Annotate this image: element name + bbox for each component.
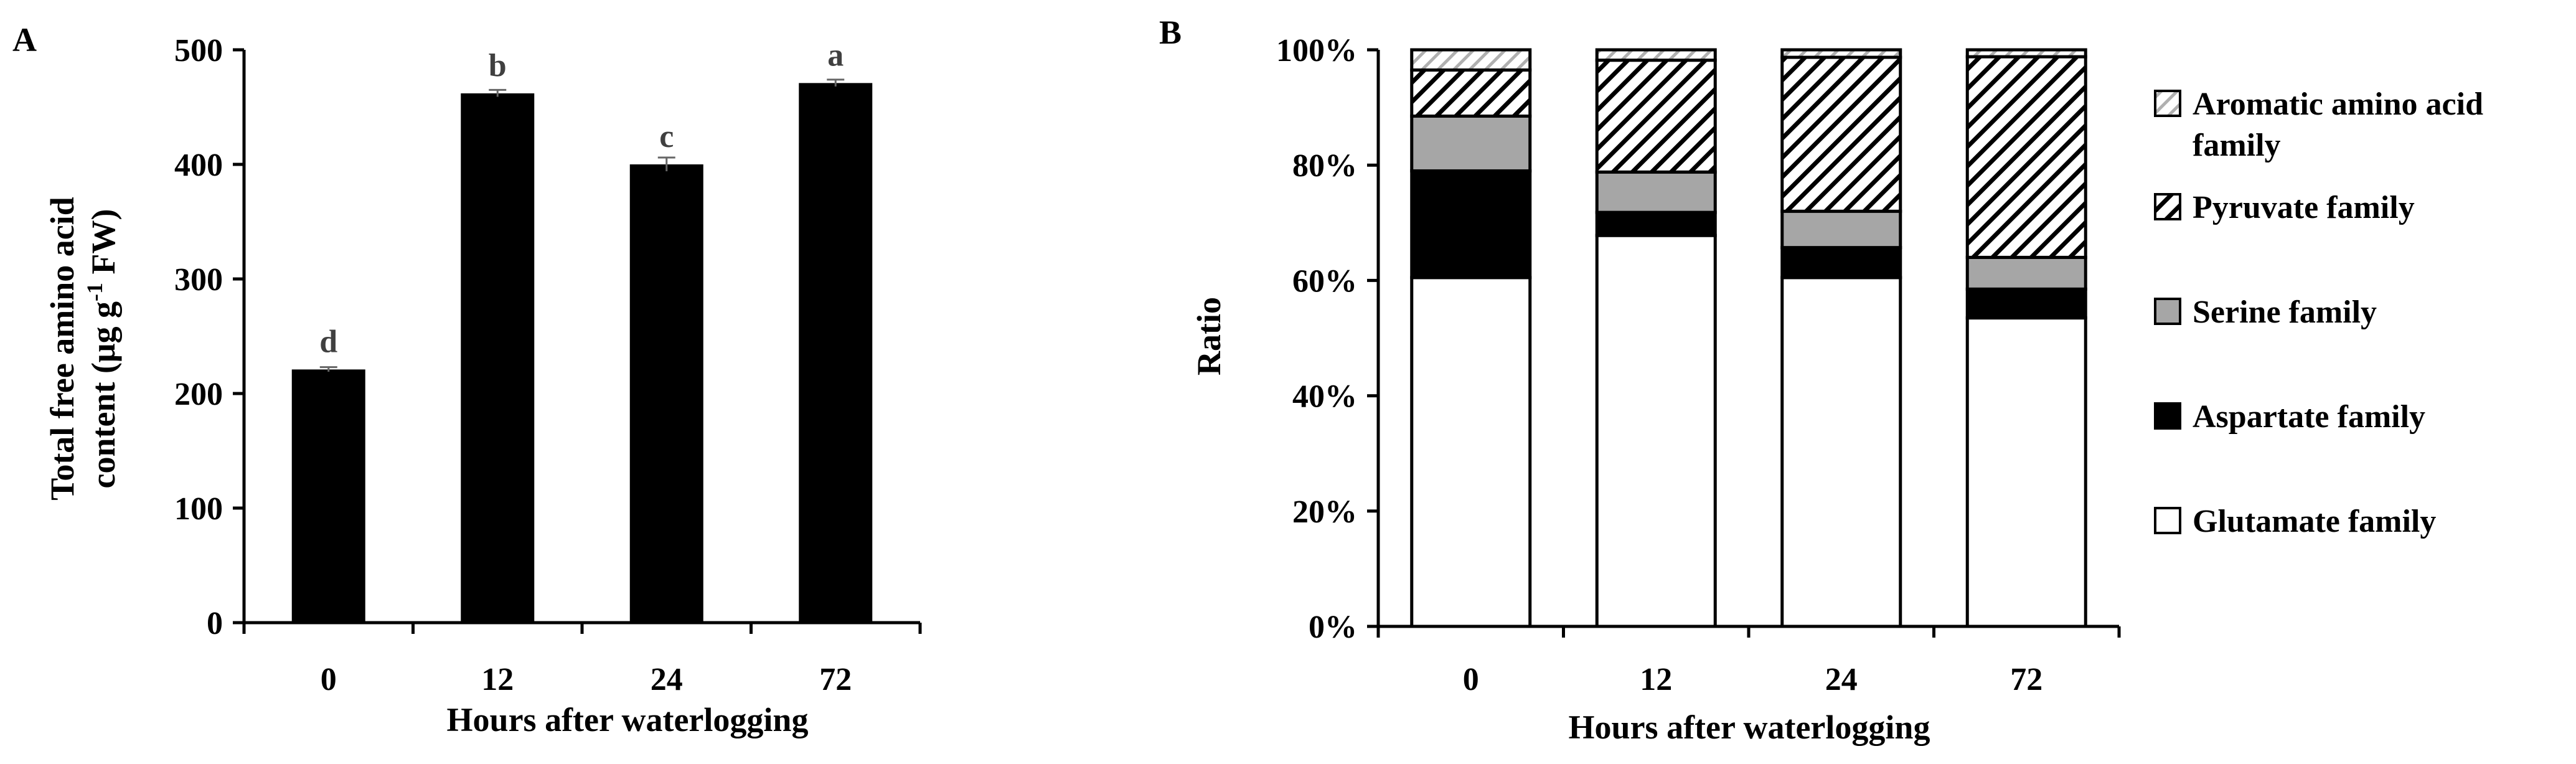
- panel-b-segment-aspartate-family: [1965, 287, 2087, 320]
- panel-b-y-tick-label: 100%: [1276, 33, 1357, 68]
- panel-b-y-axis-label: Ratio: [1190, 297, 1228, 375]
- legend-swatch: [2154, 193, 2181, 220]
- panel-b-segment-glutamate-family: [1410, 276, 1532, 628]
- panel-b-x-tick-label: 72: [2010, 662, 2042, 697]
- legend-swatch: [2154, 298, 2181, 325]
- panel-a-significance-label: d: [319, 324, 337, 359]
- panel-a-y-axis-label-line2: content (μg g-1 FW): [82, 209, 122, 488]
- panel-b-segment-serine-family: [1965, 255, 2087, 291]
- panel-a-bar: [799, 83, 873, 623]
- legend-label: Aromatic amino acid: [2193, 87, 2483, 122]
- panel-a-significance-label: c: [659, 119, 674, 154]
- panel-a-y-axis-label: Total free amino acid content (μg g-1 FW…: [44, 197, 122, 500]
- panel-a-y-tick-label: 100: [174, 491, 223, 527]
- legend-swatch: [2154, 507, 2181, 534]
- panel-b-segment-glutamate-family: [1595, 233, 1717, 628]
- panel-b-segment-aspartate-family: [1780, 246, 1902, 280]
- panel-b-y-tick-label: 60%: [1292, 263, 1357, 299]
- panel-b-segment-aspartate-family: [1595, 210, 1717, 237]
- panel-a-x-axis-label: Hours after waterlogging: [447, 701, 809, 738]
- panel-b-x-tick-label: 24: [1825, 662, 1858, 697]
- panel-b-x-tick-label: 0: [1463, 662, 1479, 697]
- panel-a-y-tick-label: 400: [174, 148, 223, 183]
- panel-a-bar: [291, 369, 365, 623]
- panel-b-y-tick-label: 20%: [1292, 494, 1357, 530]
- legend-label: Glutamate family: [2193, 504, 2436, 539]
- legend-label: Aspartate family: [2193, 399, 2425, 435]
- panel-b-segment-pyruvate-family: [1780, 55, 1902, 213]
- panel-a-y-tick-label: 500: [174, 33, 223, 68]
- panel-b-y-tick-label: 80%: [1292, 148, 1357, 184]
- panel-b-segment-aspartate-family: [1410, 169, 1532, 280]
- panel-a-x-tick-label: 24: [651, 662, 683, 697]
- legend-label-continued: family: [2193, 128, 2281, 163]
- panel-b-segment-serine-family: [1780, 209, 1902, 250]
- panel-b-segment-aromatic-amino-acid-family: [1780, 48, 1902, 59]
- legend-swatch: [2154, 402, 2181, 430]
- legend-label: Serine family: [2193, 295, 2377, 330]
- panel-b-y-tick-label: 40%: [1292, 379, 1357, 415]
- panel-a-x-tick-label: 12: [481, 662, 514, 697]
- panel-a-y-tick-label: 300: [174, 262, 223, 298]
- panel-b-segment-pyruvate-family: [1965, 55, 2087, 259]
- panel-label-b: B: [1159, 14, 1182, 51]
- panel-a-bar: [629, 164, 703, 623]
- panel-b-segment-serine-family: [1595, 170, 1717, 214]
- panel-a-bar: [461, 93, 535, 623]
- panel-a-x-tick-label: 72: [819, 662, 852, 697]
- panel-b-stacked-bar-chart: 0% 20% 40% 60% 80% 100% 0 12 24 72: [1276, 33, 2121, 697]
- legend-swatch: [2154, 90, 2181, 117]
- panel-b-segment-glutamate-family: [1965, 316, 2087, 628]
- panel-b-segment-aromatic-amino-acid-family: [1965, 48, 2087, 59]
- panel-a-y-axis-label-line1: Total free amino acid: [44, 197, 81, 500]
- panel-a-significance-label: b: [489, 48, 507, 83]
- panel-b-legend: Aromatic amino acid family Pyruvate family…: [2154, 87, 2483, 539]
- legend-label: Pyruvate family: [2193, 190, 2415, 225]
- panel-b-segment-aromatic-amino-acid-family: [1410, 48, 1532, 72]
- panel-b-x-axis-label: Hours after waterlogging: [1569, 709, 1930, 746]
- panel-b-segment-pyruvate-family: [1410, 68, 1532, 118]
- panel-b-segment-aromatic-amino-acid-family: [1595, 48, 1717, 62]
- panel-b-segment-pyruvate-family: [1595, 59, 1717, 174]
- panel-a-x-tick-label: 0: [321, 662, 337, 697]
- panel-b-x-tick-label: 12: [1640, 662, 1672, 697]
- panel-b-segment-serine-family: [1410, 114, 1532, 172]
- panel-a-y-tick-label: 0: [207, 606, 223, 641]
- panel-b-y-tick-label: 0%: [1309, 610, 1357, 645]
- panel-a-bar-chart: 0 100 200 300 400 500 d 0 b 12 c 24 a 72: [174, 33, 922, 697]
- panel-a-significance-label: a: [827, 37, 844, 73]
- panel-label-a: A: [12, 21, 37, 59]
- panel-b-segment-glutamate-family: [1780, 276, 1902, 628]
- panel-a-y-tick-label: 200: [174, 377, 223, 412]
